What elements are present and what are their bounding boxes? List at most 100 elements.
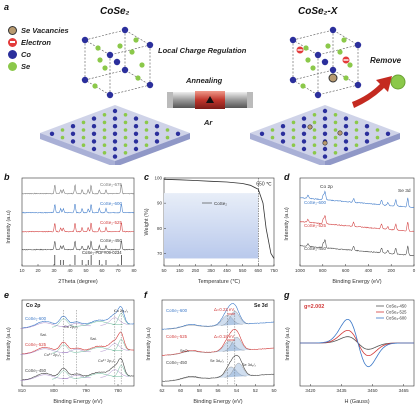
se3d-title: Se 3d [254, 303, 268, 309]
survey-xlabel: Binding Energy (eV) [332, 279, 381, 285]
co-atom [321, 58, 329, 66]
co-atom [301, 146, 307, 152]
se-atom [291, 128, 296, 132]
co-atom [322, 146, 328, 152]
argon-label: Ar [204, 118, 213, 127]
survey-series-label: CoSe₂-525 [304, 223, 327, 228]
se-atom [81, 143, 86, 147]
se-atom [291, 135, 296, 140]
electron-icon [8, 37, 17, 47]
co2p-series-line [21, 357, 135, 381]
co-atom [112, 108, 118, 114]
x-tick-label: 600 [342, 268, 350, 273]
se3d-fit-component [167, 325, 213, 330]
co2p-peak-label: Co 2p₃/₂ [114, 309, 129, 313]
se3d-shift-label: Δ=0.23 eV [214, 307, 234, 312]
se-atom [135, 75, 141, 81]
xps-survey-chart: 1000 800 600 400 200 0 Intensity (a.u) Bindin… [284, 177, 416, 285]
x-tick-label: 650 [255, 268, 263, 273]
xrd-series-label: CoSe₂-525 [100, 220, 123, 225]
process-label: Local Charge Regulation [158, 46, 247, 55]
xrd-series-line [21, 203, 135, 214]
co-atom [343, 116, 349, 121]
x-tick-label: 3435 [336, 388, 347, 393]
co2p-fit-component [61, 323, 91, 328]
annealing-label: Annealing [186, 76, 223, 85]
co-atom [133, 124, 139, 129]
se3d-series-label: CoSe₂-525 [166, 334, 188, 339]
se3d-series-line [161, 303, 275, 330]
co2p-fit-component [20, 374, 69, 381]
x-tick-label: 30 [51, 268, 57, 273]
se3d-fit-component [167, 377, 213, 382]
x-tick-label: 3465 [399, 388, 410, 393]
se-atom [123, 151, 128, 155]
co-atom [112, 154, 118, 159]
co-atom [175, 131, 181, 136]
co-atom [289, 36, 297, 44]
survey-series-label: CoSe₂-450 [304, 246, 327, 251]
se-atom [102, 113, 107, 117]
legend-label: Se [21, 61, 31, 71]
tga-xlabel: Temperature (℃) [198, 279, 240, 285]
x-tick-label: 50 [271, 388, 277, 393]
co2p-fit-component [20, 348, 69, 355]
x-tick-label: 1000 [295, 268, 306, 273]
co-atom [322, 154, 328, 159]
se-atom [354, 143, 359, 147]
co-atom [133, 116, 139, 121]
survey-ylabel: Intensity (a.u) [284, 207, 290, 240]
epr-series-line [300, 319, 414, 368]
se-atom [129, 49, 135, 55]
co-atom [301, 139, 307, 144]
epr-legend-label: CoSe₂-450 [386, 304, 407, 309]
xrd-ylabel: Intensity (a.u) [6, 210, 12, 243]
xrd-series-label: CoSe₂-675 [100, 182, 123, 187]
co2p-title: Co 2p [26, 303, 40, 309]
y-tick-label: 80 [157, 226, 163, 231]
x-tick-label: 200 [387, 268, 395, 273]
xps-co2p-chart: 810 800 790 780 Co 2p Intensity (a.u) Bindi… [6, 299, 135, 405]
panel-letter-b: b [4, 172, 10, 182]
se-atom [291, 120, 296, 125]
co2p-fit-component [100, 317, 130, 326]
se-atom [270, 128, 275, 132]
co-atom [354, 81, 362, 89]
se-atom [300, 83, 306, 89]
co-atom [106, 91, 114, 99]
co-atom [343, 146, 349, 152]
co-atom [314, 91, 322, 99]
co-atom [322, 116, 328, 121]
xrd-series-label: CoSe₂-450 [100, 238, 123, 243]
se-atom [333, 151, 338, 155]
panel-c: c 50 150 250 350 450 550 650 750 70 80 90 100 Weigh… [140, 172, 280, 287]
x-tick-label: 3450 [368, 388, 379, 393]
x-tick-label: 810 [18, 388, 26, 393]
co-atom [121, 66, 129, 74]
se3d-fit-component [213, 340, 245, 353]
se-atom [333, 135, 338, 140]
co-atom [301, 124, 307, 129]
se-atom [325, 43, 331, 49]
co-atom [70, 124, 76, 129]
xrd-series-label: CoSe₂-600 [100, 201, 123, 206]
se-atom [92, 83, 98, 89]
se-atom [123, 120, 128, 125]
legend-label: Electron [21, 37, 52, 47]
legend-se: Se [8, 60, 69, 72]
co-atom [91, 116, 97, 121]
panel-g: g 3420 3435 3450 3465 g=2.002 Intensity (a.… [280, 290, 420, 407]
x-tick-label: 70 [115, 268, 121, 273]
se-atom [343, 75, 349, 81]
legend-co: Co [8, 48, 69, 60]
x-tick-label: 550 [239, 268, 247, 273]
se-atom [333, 120, 338, 125]
tga-ylabel: Weight (%) [144, 208, 150, 235]
x-tick-label: 56 [215, 388, 221, 393]
survey-co-label: Co 2p [320, 184, 333, 190]
cose2-unitcell-left [81, 26, 154, 99]
x-tick-label: 40 [67, 268, 73, 273]
se-atom [312, 128, 317, 132]
legend-se-vacancies: Se Vacancies [8, 24, 69, 36]
co-atom [329, 66, 337, 74]
